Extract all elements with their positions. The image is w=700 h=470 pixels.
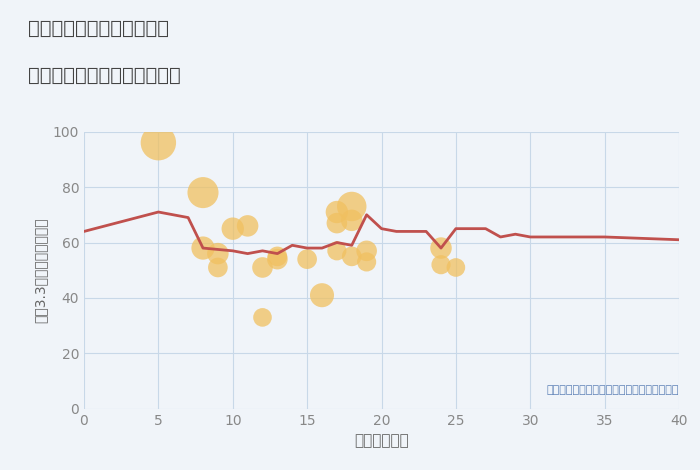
Point <box>316 291 328 299</box>
Point <box>331 219 342 227</box>
Point <box>331 208 342 216</box>
Point <box>331 247 342 255</box>
Point <box>197 244 209 252</box>
Y-axis label: 坪（3.3㎡）単価（万円）: 坪（3.3㎡）単価（万円） <box>33 218 47 323</box>
Text: 築年数別中古マンション価格: 築年数別中古マンション価格 <box>28 66 181 85</box>
Point <box>450 264 461 271</box>
Point <box>346 253 357 260</box>
Text: 兵庫県姫路市飾磨区三宅の: 兵庫県姫路市飾磨区三宅の <box>28 19 169 38</box>
Point <box>242 222 253 230</box>
Point <box>257 313 268 321</box>
Point <box>361 247 372 255</box>
Text: 円の大きさは、取引のあった物件面積を示す: 円の大きさは、取引のあった物件面積を示す <box>547 385 679 395</box>
Point <box>272 253 283 260</box>
Point <box>212 250 223 258</box>
Point <box>346 217 357 224</box>
Point <box>361 258 372 266</box>
Point <box>346 203 357 210</box>
Point <box>197 189 209 196</box>
Point <box>212 264 223 271</box>
Point <box>272 255 283 263</box>
Point <box>153 139 164 147</box>
Point <box>257 264 268 271</box>
Point <box>302 255 313 263</box>
Point <box>227 225 238 233</box>
Point <box>435 261 447 268</box>
Point <box>435 244 447 252</box>
X-axis label: 築年数（年）: 築年数（年） <box>354 433 409 448</box>
